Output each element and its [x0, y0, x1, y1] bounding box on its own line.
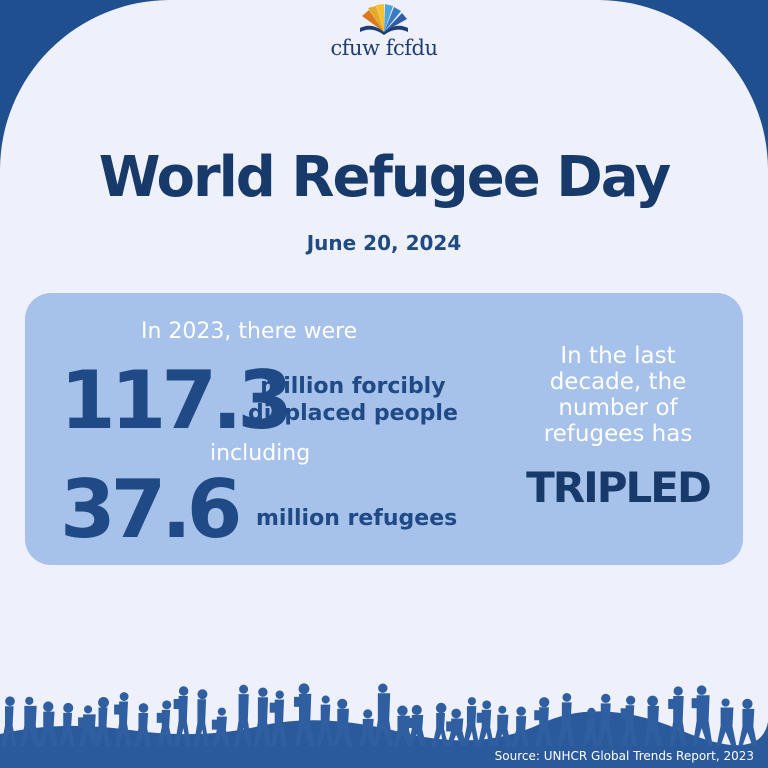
page-title: World Refugee Day [98, 145, 672, 210]
displaced-label-line2: displaced people [248, 401, 458, 426]
stats-card: In 2023, there were 117.3 million forcib… [25, 293, 743, 565]
stats-intro: In 2023, there were [141, 319, 358, 344]
event-date: June 20, 2024 [306, 231, 462, 255]
book-fan-icon [360, 4, 408, 35]
trend-line2: decade, the [549, 369, 687, 395]
trend-line3: number of [558, 395, 678, 421]
trend-emphasis: TRIPLED [526, 463, 712, 512]
logo: cfuw fcfdu [0, 2, 768, 66]
trend-line4: refugees has [543, 421, 693, 447]
trend-line1: In the last [560, 343, 676, 369]
displaced-label: million forcibly displaced people [248, 373, 458, 427]
trend-text: In the last decade, the number of refuge… [513, 343, 723, 447]
refugees-label: million refugees [256, 506, 458, 531]
source-credit: Source: UNHCR Global Trends Report, 2023 [494, 749, 754, 763]
refugees-number: 37.6 [60, 463, 242, 556]
connector-text: including [210, 441, 311, 466]
displaced-label-line1: million forcibly [260, 374, 446, 399]
logo-text: cfuw fcfdu [330, 36, 438, 60]
crowd-silhouette-icon [0, 683, 768, 768]
displaced-number: 117.3 [60, 354, 293, 447]
